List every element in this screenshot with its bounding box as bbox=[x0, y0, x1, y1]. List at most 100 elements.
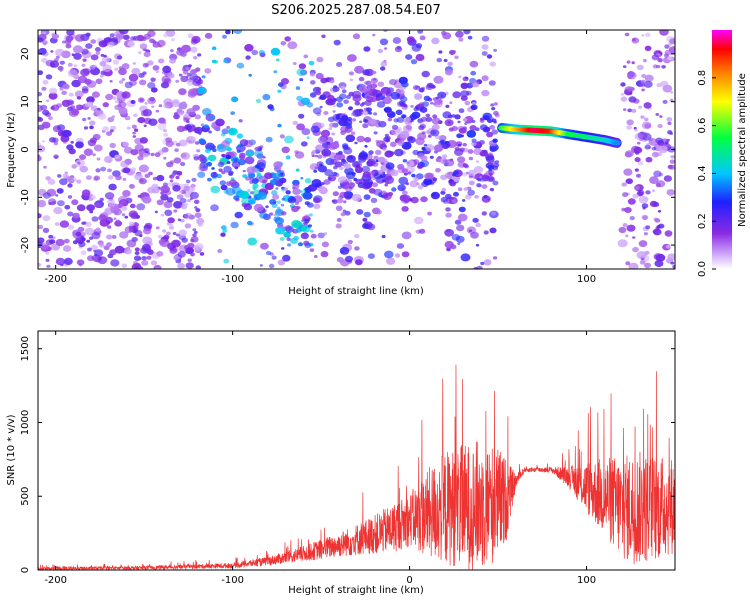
noise-blob bbox=[340, 126, 348, 133]
noise-blob bbox=[49, 60, 60, 68]
noise-blob bbox=[435, 96, 439, 100]
noise-blob bbox=[157, 123, 167, 131]
noise-blob bbox=[285, 190, 291, 195]
noise-blob bbox=[187, 72, 192, 77]
noise-blob bbox=[81, 189, 91, 197]
noise-blob bbox=[42, 192, 51, 199]
noise-blob bbox=[59, 178, 68, 186]
noise-blob bbox=[129, 203, 136, 209]
noise-blob bbox=[438, 135, 447, 142]
noise-blob bbox=[228, 179, 238, 186]
noise-blob bbox=[387, 117, 393, 122]
noise-blob bbox=[367, 253, 375, 259]
noise-blob bbox=[464, 116, 474, 124]
noise-blob bbox=[348, 155, 353, 160]
noise-blob bbox=[411, 44, 422, 52]
noise-blob bbox=[90, 105, 98, 111]
noise-blob bbox=[73, 52, 82, 60]
noise-blob bbox=[42, 79, 49, 85]
noise-blob bbox=[139, 43, 148, 50]
noise-blob bbox=[225, 187, 236, 196]
noise-blob bbox=[270, 47, 281, 56]
noise-blob bbox=[107, 175, 114, 180]
noise-blob bbox=[386, 257, 396, 265]
noise-blob bbox=[59, 220, 70, 228]
noise-blob bbox=[316, 161, 324, 168]
noise-blob bbox=[667, 253, 675, 261]
noise-blob bbox=[102, 126, 109, 132]
noise-blob bbox=[138, 177, 147, 185]
noise-blob bbox=[211, 59, 217, 64]
noise-blob bbox=[68, 108, 79, 117]
noise-blob bbox=[363, 181, 373, 189]
noise-blob bbox=[180, 161, 186, 167]
noise-blob bbox=[375, 149, 382, 155]
noise-blob bbox=[301, 219, 305, 222]
noise-blob bbox=[43, 165, 47, 169]
noise-blob bbox=[232, 157, 238, 162]
noise-blob bbox=[264, 172, 273, 180]
noise-blob bbox=[292, 188, 301, 195]
noise-blob bbox=[57, 200, 65, 207]
noise-blob bbox=[173, 157, 182, 164]
noise-blob bbox=[295, 227, 302, 233]
noise-blob bbox=[280, 78, 290, 85]
noise-blob bbox=[483, 149, 488, 153]
snr-series bbox=[38, 364, 675, 570]
noise-blob bbox=[156, 251, 164, 257]
noise-blob bbox=[124, 248, 132, 255]
noise-blob bbox=[193, 230, 198, 234]
noise-blob bbox=[45, 62, 50, 65]
noise-blob bbox=[150, 152, 155, 157]
noise-blob bbox=[144, 173, 151, 178]
noise-blob bbox=[405, 54, 413, 60]
noise-blob bbox=[664, 44, 670, 49]
noise-blob bbox=[160, 194, 169, 201]
noise-blob bbox=[300, 232, 309, 240]
noise-blob bbox=[481, 184, 488, 190]
noise-blob bbox=[246, 151, 254, 157]
noise-blob bbox=[182, 70, 189, 75]
noise-blob bbox=[97, 107, 101, 111]
noise-blob bbox=[628, 262, 639, 269]
noise-blob bbox=[462, 117, 468, 122]
spectrogram-y-label: Frequency (Hz) bbox=[6, 112, 17, 188]
noise-blob bbox=[663, 175, 673, 182]
noise-blob bbox=[292, 120, 299, 126]
noise-blob bbox=[488, 80, 496, 86]
noise-blob bbox=[629, 216, 635, 221]
noise-blob bbox=[454, 219, 462, 225]
noise-blob bbox=[272, 194, 280, 200]
noise-blob bbox=[76, 204, 86, 212]
noise-blob bbox=[276, 58, 280, 62]
noise-blob bbox=[456, 224, 465, 232]
noise-blob bbox=[655, 113, 660, 116]
noise-blob bbox=[57, 174, 62, 178]
noise-blob bbox=[141, 256, 147, 261]
noise-blob bbox=[207, 154, 217, 162]
noise-blob bbox=[666, 138, 670, 142]
noise-blob bbox=[644, 45, 652, 51]
noise-blob bbox=[306, 136, 310, 139]
noise-blob bbox=[128, 221, 135, 227]
noise-blob bbox=[221, 140, 230, 148]
noise-blob bbox=[434, 97, 443, 105]
noise-blob bbox=[372, 33, 376, 37]
noise-blob bbox=[486, 131, 494, 138]
noise-blob bbox=[423, 143, 428, 147]
noise-blob bbox=[99, 61, 107, 67]
noise-blob bbox=[169, 58, 176, 64]
noise-blob bbox=[362, 223, 369, 229]
noise-blob bbox=[176, 194, 184, 200]
noise-blob bbox=[370, 197, 378, 203]
noise-blob bbox=[620, 96, 628, 102]
noise-blob bbox=[404, 116, 412, 122]
noise-blob bbox=[457, 120, 461, 124]
noise-blob bbox=[177, 251, 186, 258]
noise-blob bbox=[215, 118, 225, 127]
noise-blob bbox=[340, 212, 346, 217]
noise-blob bbox=[139, 137, 148, 144]
noise-blob bbox=[283, 187, 289, 191]
noise-blob bbox=[191, 187, 196, 191]
noise-blob bbox=[282, 254, 291, 262]
